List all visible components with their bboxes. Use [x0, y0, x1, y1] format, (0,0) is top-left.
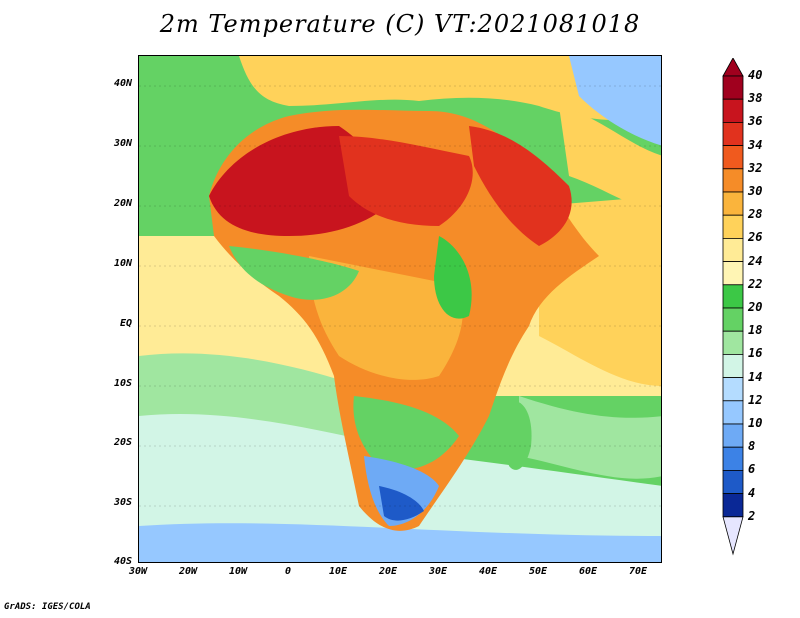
lat-label-20s: 20S [113, 437, 132, 448]
colorbar-cell [722, 237, 744, 262]
credit-text: GrADS: IGES/COLA [4, 602, 91, 612]
lon-label-20e: 20E [378, 566, 398, 577]
colorbar-label: 28 [748, 207, 763, 222]
lon-label-50e: 50E [528, 566, 548, 577]
colorbar-label: 6 [748, 462, 756, 477]
colorbar-label: 32 [748, 160, 763, 175]
colorbar-label: 10 [748, 416, 763, 430]
colorbar-bottom-arrow [722, 516, 744, 556]
colorbar-cell [722, 98, 744, 123]
colorbar-label: 12 [748, 392, 763, 407]
region-south-africa-cold [379, 486, 424, 521]
colorbar-label: 24 [748, 253, 763, 268]
lon-label-10e: 10E [328, 566, 348, 577]
lon-label-0: 0 [284, 566, 292, 577]
region-sahel-green [229, 246, 359, 300]
chart-title: 2m Temperature (C) VT:2021081018 [159, 10, 641, 38]
temperature-map [139, 56, 661, 562]
colorbar-cell [722, 307, 744, 332]
colorbar-cell [722, 400, 744, 425]
colorbar-cell [722, 168, 744, 193]
lat-label-eq: EQ [119, 318, 132, 329]
colorbar-label: 18 [748, 323, 763, 338]
colorbar-cell [722, 353, 744, 378]
colorbar-label: 14 [748, 369, 763, 384]
colorbar-cell [722, 423, 744, 448]
colorbar-cell [722, 284, 744, 309]
landmass-europe [239, 56, 661, 121]
colorbar-label: 20 [748, 300, 763, 314]
landmass-iran [559, 106, 661, 216]
lon-label-20w: 20W [178, 566, 198, 577]
lon-label-10w: 10W [228, 566, 248, 577]
lon-label-40e: 40E [478, 566, 498, 577]
map-area[interactable] [138, 55, 662, 563]
colorbar-cell [722, 446, 744, 471]
colorbar-label: 8 [748, 439, 756, 454]
landmass-caucasus [569, 56, 661, 146]
colorbar-cell [722, 145, 744, 170]
lon-label-30e: 30E [428, 566, 448, 577]
lat-label-30n: 30N [113, 138, 132, 149]
colorbar-top-arrow [722, 58, 744, 77]
colorbar [722, 58, 744, 556]
colorbar-label: 26 [748, 230, 763, 245]
colorbar-label: 34 [748, 137, 763, 152]
colorbar-label: 2 [748, 508, 756, 523]
lon-label-30w: 30W [128, 566, 148, 577]
colorbar-cell [722, 122, 744, 147]
colorbar-label: 4 [748, 485, 756, 500]
colorbar-label: 38 [748, 91, 763, 106]
ocean-band-south-cold [139, 523, 661, 562]
colorbar-label: 16 [748, 346, 763, 361]
colorbar-label: 22 [748, 276, 763, 291]
colorbar-cell [722, 75, 744, 100]
ocean-band-indian-cool [519, 396, 661, 479]
colorbar-cell [722, 214, 744, 239]
colorbar-cell [722, 469, 744, 494]
lon-label-60e: 60E [578, 566, 598, 577]
colorbar-cell [722, 377, 744, 402]
lat-label-10s: 10S [113, 378, 132, 389]
lat-label-40n: 40N [113, 78, 132, 89]
lon-label-70e: 70E [628, 566, 648, 577]
colorbar-label: 30 [748, 184, 763, 198]
hot-region-arabia [469, 126, 572, 246]
landmass-madagascar [506, 401, 532, 470]
colorbar-cell [722, 191, 744, 216]
region-southern-africa-green [353, 396, 459, 470]
lat-label-10n: 10N [113, 258, 132, 269]
colorbar-cell [722, 493, 744, 518]
hot-region-sahara-east [339, 136, 473, 226]
lat-label-40s: 40S [113, 556, 132, 567]
graticule [139, 85, 661, 507]
lat-label-30s: 30S [113, 497, 132, 508]
colorbar-label: 40 [748, 68, 763, 82]
region-east-africa-highlands [434, 236, 472, 319]
colorbar-label: 36 [748, 114, 763, 129]
lat-label-20n: 20N [113, 198, 132, 209]
colorbar-cell [722, 261, 744, 286]
colorbar-cell [722, 330, 744, 355]
